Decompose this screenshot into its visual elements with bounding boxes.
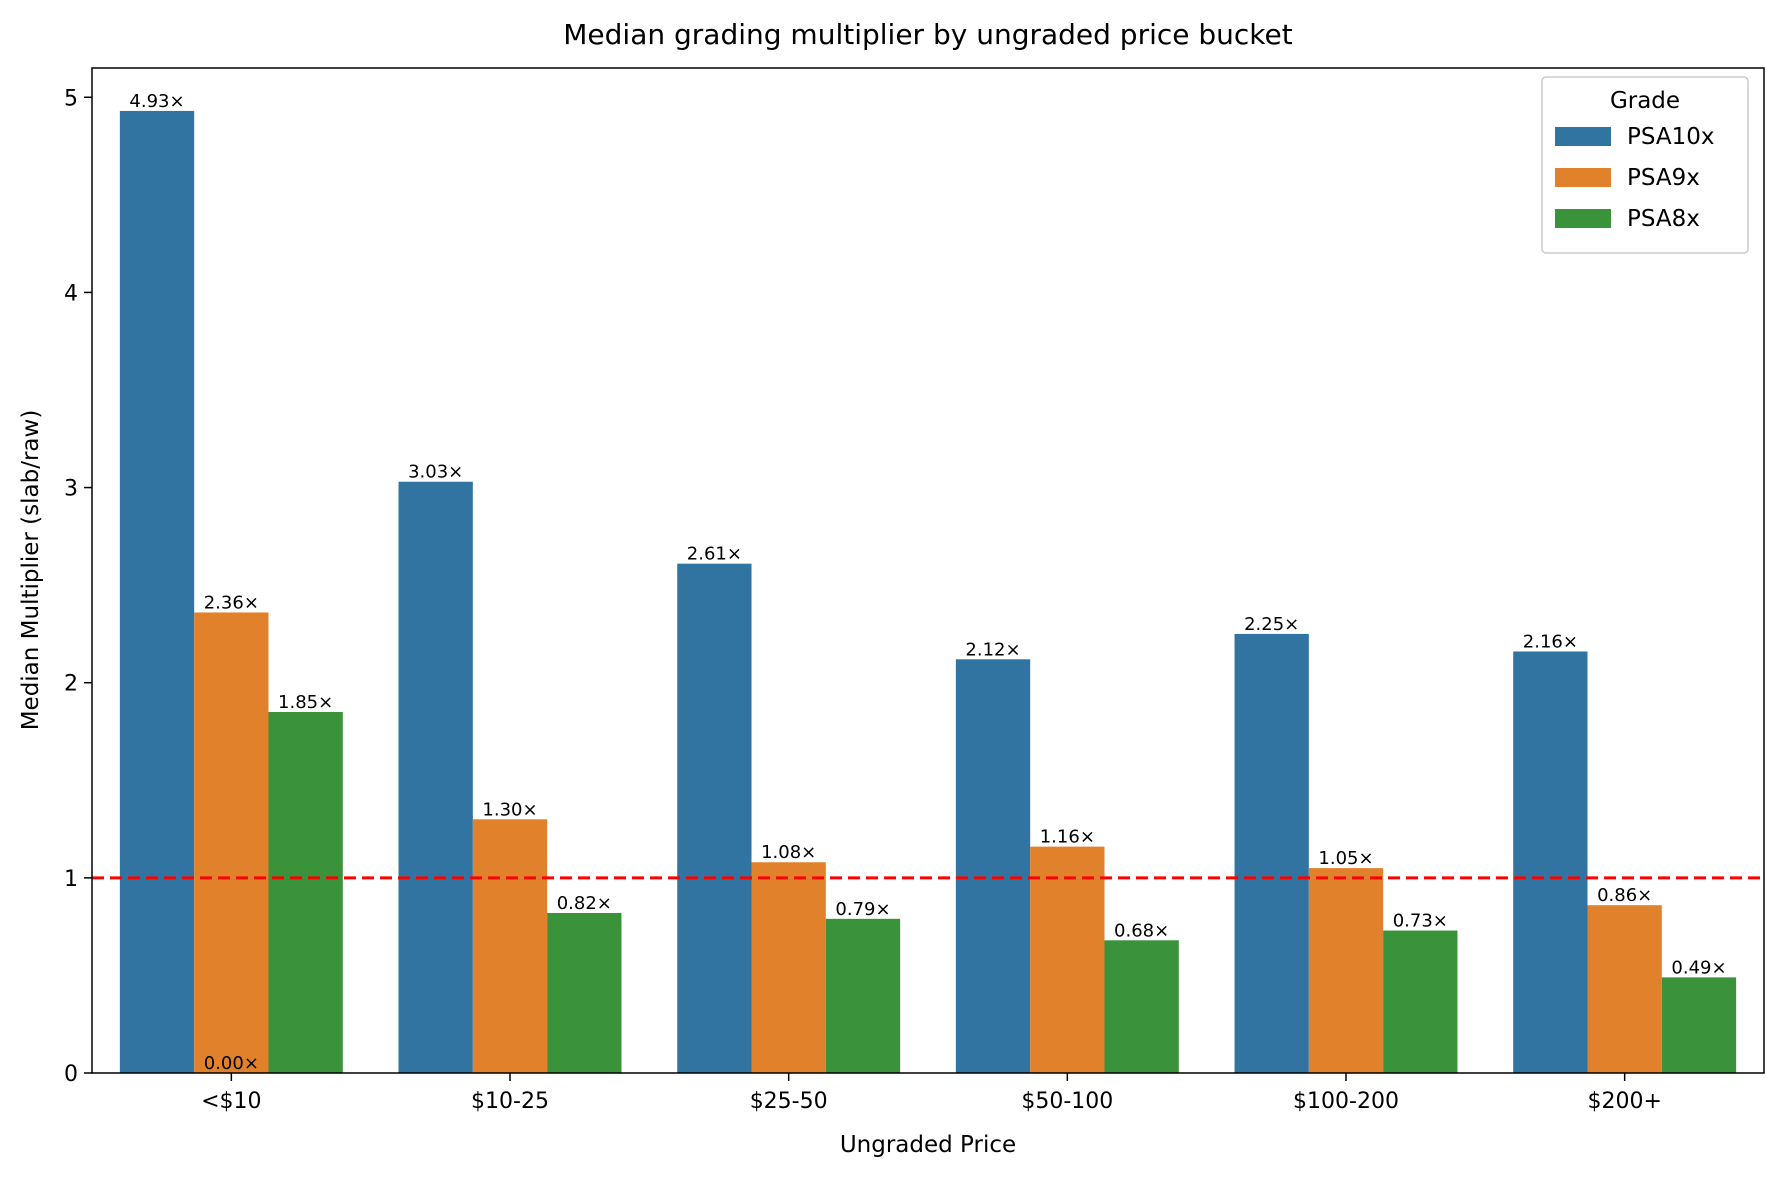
- bar: [398, 481, 473, 1073]
- legend-swatch: [1555, 168, 1611, 187]
- y-tick-label: 3: [64, 477, 78, 502]
- y-axis: 0 1 2 3 4 5: [64, 86, 92, 1087]
- bar-value-label: 3.03×: [408, 462, 463, 483]
- bar-value-label: 2.16×: [1523, 631, 1578, 652]
- bar: [1030, 846, 1105, 1073]
- bar-value-label: 0.00×: [204, 1053, 259, 1074]
- x-tick-label: <$10: [201, 1089, 261, 1114]
- bar: [194, 612, 269, 1073]
- bar: [1234, 633, 1309, 1073]
- bar: [119, 110, 195, 1074]
- bar: [677, 563, 752, 1073]
- y-axis-label: Median Multiplier (slab/raw): [18, 410, 44, 731]
- x-tick-label: $10-25: [471, 1089, 549, 1114]
- bar-value-label: 0.86×: [1597, 885, 1652, 906]
- bar-value-label: 1.85×: [278, 692, 333, 713]
- bar: [751, 862, 826, 1073]
- bar: [472, 819, 548, 1073]
- bar: [825, 918, 901, 1073]
- bar: [268, 711, 343, 1073]
- x-tick-label: $50-100: [1021, 1089, 1113, 1114]
- y-tick-label: 1: [64, 867, 78, 892]
- bar-labels-group: 4.93× 3.03× 2.61× 2.12× 2.25× 2.16× 2.36× 1.30×…: [129, 91, 1726, 1074]
- legend-label: PSA8x: [1627, 206, 1700, 232]
- plot-frame: [91, 67, 1765, 1074]
- legend-items: PSA10x PSA9x PSA8x: [1555, 124, 1715, 232]
- legend-swatch: [1555, 209, 1611, 228]
- bar: [1513, 651, 1588, 1073]
- bar-value-label: 2.12×: [965, 639, 1020, 660]
- bar: [1587, 905, 1662, 1073]
- bar-value-label: 1.08×: [761, 842, 816, 863]
- x-axis: <$10 $10-25 $25-50 $50-100 $100-200 $200+: [201, 1073, 1662, 1114]
- legend: Grade PSA10x PSA9x PSA8x: [1541, 76, 1749, 254]
- legend-swatch: [1555, 127, 1611, 146]
- bar: [1383, 930, 1458, 1073]
- bar: [1104, 940, 1179, 1073]
- bar-value-label: 0.73×: [1393, 911, 1448, 932]
- bar: [955, 659, 1031, 1073]
- bar: [1661, 977, 1737, 1073]
- bar-value-label: 2.25×: [1244, 614, 1299, 635]
- bar: [1308, 868, 1384, 1073]
- bar-value-label: 1.30×: [482, 799, 537, 820]
- x-tick-label: $200+: [1587, 1089, 1661, 1114]
- bar-value-label: 2.36×: [204, 592, 259, 613]
- y-tick-label: 0: [64, 1062, 78, 1087]
- bar-value-label: 0.82×: [557, 893, 612, 914]
- bar-value-label: 0.68×: [1114, 920, 1169, 941]
- y-tick-label: 5: [64, 86, 78, 111]
- bar-value-label: 0.49×: [1671, 957, 1726, 978]
- x-axis-label: Ungraded Price: [840, 1132, 1016, 1158]
- bars-group: [119, 110, 1737, 1074]
- bar: [547, 912, 622, 1073]
- legend-label: PSA10x: [1627, 124, 1715, 150]
- bar-value-label: 0.79×: [835, 899, 890, 920]
- x-tick-label: $25-50: [750, 1089, 828, 1114]
- y-tick-label: 4: [64, 281, 78, 306]
- bar-value-label: 4.93×: [129, 91, 184, 112]
- legend-title: Grade: [1610, 88, 1680, 114]
- bar-value-label: 1.05×: [1318, 848, 1373, 869]
- legend-label: PSA9x: [1627, 165, 1700, 191]
- bar-value-label: 2.61×: [687, 544, 742, 565]
- bar-value-label: 1.16×: [1040, 827, 1095, 848]
- x-tick-label: $100-200: [1293, 1089, 1399, 1114]
- chart-title: Median grading multiplier by ungraded pr…: [563, 18, 1292, 51]
- y-tick-label: 2: [64, 672, 78, 697]
